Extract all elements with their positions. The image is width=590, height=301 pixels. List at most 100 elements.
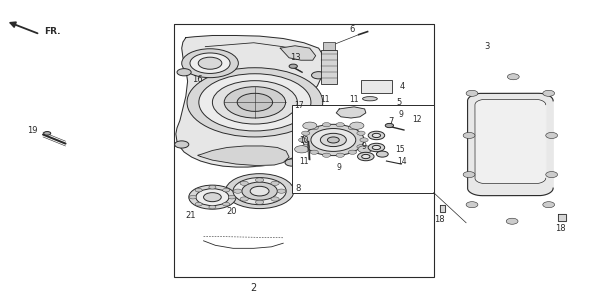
Text: 13: 13 — [290, 53, 300, 62]
Polygon shape — [440, 205, 445, 212]
Circle shape — [357, 145, 365, 149]
Circle shape — [209, 205, 216, 209]
Circle shape — [289, 64, 297, 68]
Circle shape — [196, 189, 229, 206]
Circle shape — [327, 137, 339, 143]
Circle shape — [195, 202, 202, 206]
Polygon shape — [176, 36, 323, 167]
Circle shape — [199, 74, 311, 131]
Circle shape — [350, 122, 364, 129]
Circle shape — [228, 195, 235, 199]
Circle shape — [44, 132, 51, 135]
Circle shape — [310, 150, 319, 154]
Circle shape — [233, 178, 286, 205]
Polygon shape — [467, 93, 553, 196]
Circle shape — [368, 143, 385, 152]
Circle shape — [177, 69, 191, 76]
Polygon shape — [198, 146, 289, 166]
Circle shape — [466, 202, 478, 208]
Circle shape — [234, 189, 242, 193]
Circle shape — [348, 150, 356, 154]
Polygon shape — [336, 107, 366, 118]
Circle shape — [212, 81, 297, 124]
Text: FR.: FR. — [44, 27, 61, 36]
Circle shape — [255, 178, 264, 182]
Circle shape — [312, 72, 326, 79]
Text: 3: 3 — [484, 42, 490, 51]
Circle shape — [301, 131, 310, 135]
Circle shape — [195, 188, 202, 192]
Bar — [323, 42, 335, 50]
Polygon shape — [558, 214, 566, 221]
Circle shape — [294, 146, 309, 153]
Circle shape — [250, 186, 269, 196]
Circle shape — [376, 151, 388, 157]
Circle shape — [546, 132, 558, 138]
Circle shape — [242, 182, 277, 200]
Circle shape — [466, 90, 478, 96]
Circle shape — [507, 74, 519, 80]
Circle shape — [336, 123, 345, 127]
Text: 10: 10 — [299, 136, 309, 145]
Circle shape — [362, 154, 370, 159]
Circle shape — [543, 90, 555, 96]
Circle shape — [322, 123, 330, 127]
Bar — [361, 80, 392, 93]
Text: 4: 4 — [400, 82, 405, 91]
Circle shape — [189, 185, 236, 209]
Circle shape — [209, 185, 216, 189]
Text: 11: 11 — [320, 95, 330, 104]
Circle shape — [255, 200, 264, 204]
Text: 5: 5 — [396, 98, 402, 107]
Circle shape — [301, 145, 310, 149]
Circle shape — [222, 202, 230, 206]
Text: 18: 18 — [555, 224, 566, 233]
Circle shape — [372, 145, 381, 150]
Circle shape — [311, 129, 356, 151]
Circle shape — [543, 202, 555, 208]
Circle shape — [198, 57, 222, 69]
Ellipse shape — [362, 97, 378, 101]
Text: 2: 2 — [251, 283, 257, 293]
Circle shape — [303, 124, 364, 156]
Text: 20: 20 — [226, 207, 237, 216]
Text: 17: 17 — [294, 101, 303, 110]
Circle shape — [175, 141, 189, 148]
Circle shape — [190, 53, 230, 73]
Text: 6: 6 — [350, 25, 355, 34]
Circle shape — [182, 49, 238, 78]
Text: 16: 16 — [192, 75, 203, 84]
Circle shape — [368, 131, 385, 140]
Text: 11: 11 — [349, 95, 359, 104]
Circle shape — [222, 188, 230, 192]
Circle shape — [463, 132, 475, 138]
Circle shape — [204, 193, 221, 202]
Circle shape — [358, 146, 372, 153]
Text: 12: 12 — [412, 115, 421, 124]
Circle shape — [360, 138, 368, 142]
Circle shape — [271, 181, 279, 185]
Circle shape — [224, 87, 286, 118]
Bar — [292, 105, 434, 193]
Circle shape — [546, 172, 558, 178]
Circle shape — [225, 174, 294, 209]
Circle shape — [506, 218, 518, 224]
Circle shape — [237, 93, 273, 111]
Text: 9: 9 — [362, 142, 366, 151]
Circle shape — [187, 68, 323, 137]
Text: 14: 14 — [397, 157, 407, 166]
Circle shape — [285, 159, 299, 166]
Circle shape — [299, 138, 307, 142]
Circle shape — [277, 189, 286, 193]
Circle shape — [385, 123, 394, 128]
Circle shape — [271, 197, 279, 201]
Text: 9: 9 — [398, 110, 403, 119]
Circle shape — [357, 131, 365, 135]
Circle shape — [336, 153, 345, 157]
Circle shape — [240, 197, 248, 201]
Circle shape — [189, 195, 196, 199]
Text: 8: 8 — [295, 184, 301, 193]
Circle shape — [463, 172, 475, 178]
Polygon shape — [475, 99, 546, 184]
Text: 21: 21 — [185, 211, 196, 220]
